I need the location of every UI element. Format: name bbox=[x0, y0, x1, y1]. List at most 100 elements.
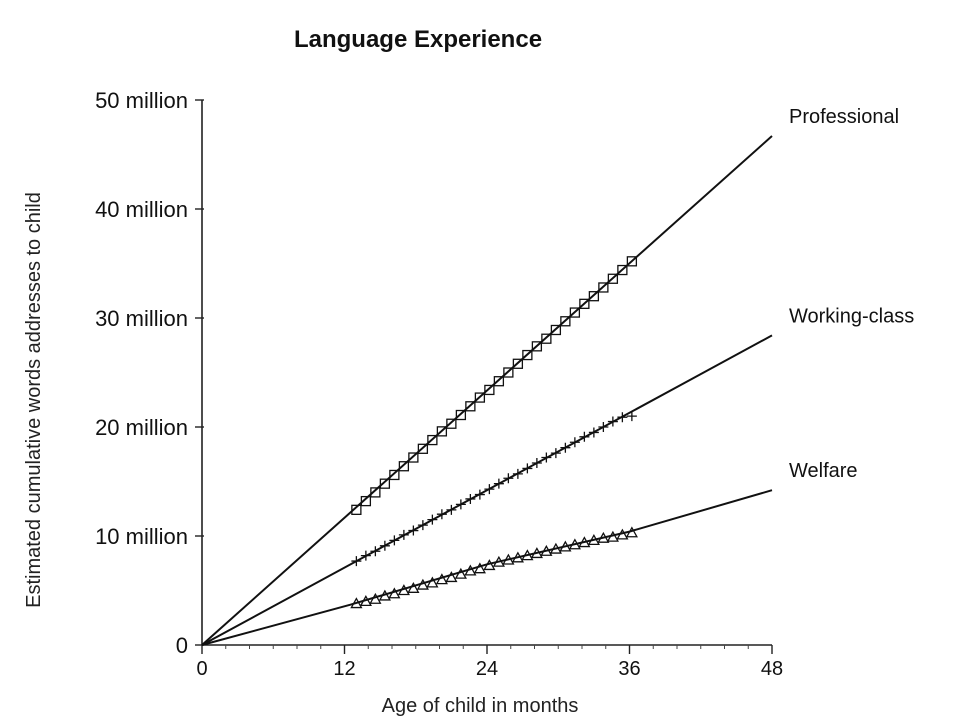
welfare-point bbox=[616, 528, 629, 540]
chart-title: Language Experience bbox=[294, 26, 542, 53]
professional-point bbox=[522, 349, 533, 361]
welfare-point bbox=[606, 530, 619, 542]
professional-point bbox=[503, 367, 514, 378]
working-class-point bbox=[360, 550, 371, 561]
professional-point bbox=[560, 316, 571, 327]
working-class-series-label: Working-class bbox=[789, 305, 914, 327]
professional-point bbox=[550, 324, 562, 336]
welfare-point bbox=[549, 542, 562, 554]
working-class-point bbox=[617, 412, 628, 423]
welfare-point bbox=[483, 559, 496, 571]
x-tick-label: 48 bbox=[761, 658, 783, 680]
working-class-point bbox=[484, 484, 495, 495]
professional-point bbox=[351, 504, 362, 515]
professional-point bbox=[588, 291, 600, 302]
welfare-point bbox=[388, 587, 401, 599]
professional-point bbox=[493, 376, 505, 387]
welfare-point bbox=[492, 555, 505, 567]
working-class-point bbox=[522, 463, 533, 474]
working-class-point bbox=[560, 442, 571, 453]
welfare-point bbox=[625, 526, 638, 538]
professional-point bbox=[512, 358, 524, 369]
welfare-point bbox=[540, 544, 553, 556]
y-tick-label: 10 million bbox=[95, 524, 188, 549]
welfare-point bbox=[407, 581, 420, 593]
working-class-point bbox=[379, 540, 390, 551]
welfare-point bbox=[502, 553, 515, 565]
working-class-point bbox=[398, 529, 409, 540]
working-class-point bbox=[436, 509, 447, 520]
professional-point bbox=[389, 469, 400, 481]
welfare-point bbox=[416, 578, 429, 590]
welfare-point bbox=[568, 538, 581, 550]
working-class-point bbox=[417, 520, 428, 531]
professional-point bbox=[398, 461, 410, 472]
working-class-point bbox=[427, 514, 438, 525]
welfare-point bbox=[473, 562, 486, 574]
working-class-point bbox=[512, 468, 523, 479]
welfare-point bbox=[378, 589, 391, 601]
welfare-point bbox=[426, 576, 439, 588]
welfare-point bbox=[521, 549, 534, 561]
x-tick-label: 12 bbox=[333, 658, 355, 680]
working-class-point bbox=[465, 493, 476, 504]
working-class-point bbox=[579, 431, 590, 442]
professional-point bbox=[436, 426, 448, 437]
welfare-point bbox=[559, 540, 572, 552]
welfare-point bbox=[578, 536, 591, 548]
x-axis-label: Age of child in months bbox=[382, 695, 579, 717]
professional-point bbox=[427, 434, 438, 446]
professional-point bbox=[484, 384, 495, 396]
professional-point bbox=[569, 307, 581, 318]
x-tick-label: 24 bbox=[476, 658, 498, 680]
welfare-point bbox=[435, 573, 448, 585]
professional-point bbox=[370, 487, 381, 498]
professional-point bbox=[626, 256, 638, 267]
professional-point bbox=[455, 409, 467, 421]
professional-point bbox=[531, 341, 543, 352]
working-class-trend-line bbox=[201, 334, 773, 646]
professional-point bbox=[617, 264, 628, 276]
professional-point bbox=[417, 443, 429, 454]
welfare-point bbox=[587, 534, 600, 546]
professional-point bbox=[474, 392, 486, 403]
professional-point bbox=[598, 282, 609, 293]
x-tick-label: 36 bbox=[618, 658, 640, 680]
working-class-point bbox=[541, 452, 552, 463]
x-ticks: 0 12 24 36 48 bbox=[196, 645, 783, 680]
working-class-point bbox=[607, 416, 618, 427]
working-class-point bbox=[550, 448, 561, 459]
working-class-point bbox=[474, 489, 485, 500]
professional-point bbox=[465, 401, 476, 412]
working-class-point bbox=[446, 504, 457, 515]
working-class-point bbox=[389, 535, 400, 546]
y-axis-label: Estimated cumulative words addresses to … bbox=[23, 192, 45, 608]
welfare-point bbox=[359, 595, 372, 607]
welfare-point bbox=[597, 531, 610, 543]
professional-point bbox=[541, 333, 552, 344]
y-tick-label: 20 million bbox=[95, 415, 188, 440]
professional-series-label: Professional bbox=[789, 106, 899, 128]
working-class-point bbox=[408, 525, 419, 536]
y-tick-label: 40 million bbox=[95, 197, 188, 222]
welfare-point bbox=[445, 571, 458, 583]
professional-trend-line bbox=[201, 135, 773, 646]
professional-point bbox=[446, 418, 457, 429]
working-class-point bbox=[531, 457, 542, 468]
welfare-point bbox=[369, 592, 382, 604]
axes bbox=[201, 100, 772, 646]
working-class-point bbox=[370, 546, 381, 557]
y-tick-label: 30 million bbox=[95, 306, 188, 331]
welfare-point bbox=[454, 567, 467, 579]
professional-point bbox=[360, 495, 372, 507]
professional-point bbox=[579, 298, 590, 309]
working-class-point bbox=[503, 473, 514, 484]
working-class-point bbox=[598, 422, 609, 432]
welfare-point bbox=[511, 551, 524, 563]
x-tick-label: 0 bbox=[196, 658, 207, 680]
series-labels: Professional Working-class Welfare bbox=[789, 106, 914, 482]
working-class-point bbox=[351, 556, 362, 567]
working-class-point bbox=[569, 437, 580, 448]
data-markers bbox=[350, 256, 638, 609]
